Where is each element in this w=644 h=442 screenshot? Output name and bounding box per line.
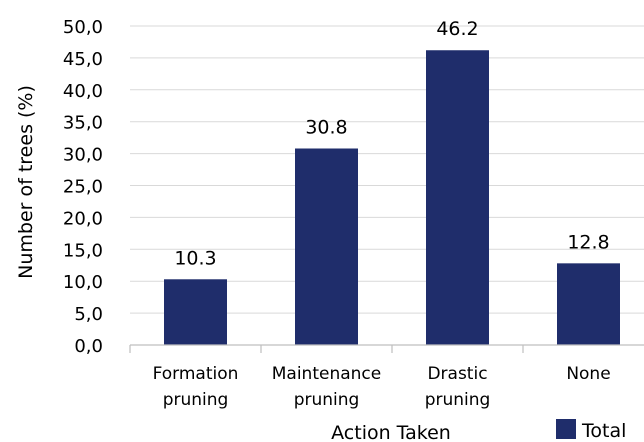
y-tick-label: 40,0 bbox=[63, 81, 103, 102]
x-category-label: Maintenance pruning bbox=[272, 364, 381, 410]
x-category-label: Formation pruning bbox=[153, 364, 239, 410]
y-tick-label: 25,0 bbox=[63, 177, 103, 198]
x-category-label: None bbox=[566, 364, 610, 384]
bar bbox=[426, 50, 489, 346]
y-tick-label: 50,0 bbox=[63, 17, 103, 38]
bar-value-label: 10.3 bbox=[174, 247, 216, 269]
y-axis-ticks: 0,0 5,0 10,0 15,0 20,0 25,0 30,0 35,0 40,0 45,0 50… bbox=[63, 17, 103, 357]
y-tick-label: 20,0 bbox=[63, 208, 103, 229]
y-tick-label: 0,0 bbox=[74, 336, 103, 357]
bar-value-label: 12.8 bbox=[567, 231, 609, 253]
x-axis-title: Action Taken bbox=[331, 422, 451, 442]
y-tick-label: 10,0 bbox=[63, 272, 103, 293]
bars bbox=[164, 50, 620, 346]
bar bbox=[557, 263, 620, 345]
bar bbox=[164, 279, 227, 345]
legend-swatch bbox=[556, 419, 576, 439]
y-tick-label: 5,0 bbox=[74, 304, 103, 325]
x-axis bbox=[129, 344, 644, 353]
y-tick-label: 35,0 bbox=[63, 113, 103, 134]
x-category-label: Drastic pruning bbox=[425, 364, 491, 410]
legend: Total bbox=[556, 419, 626, 442]
bar-value-label: 46.2 bbox=[436, 18, 478, 40]
bar bbox=[295, 148, 358, 345]
y-axis-title: Number of trees (%) bbox=[15, 85, 37, 279]
legend-label: Total bbox=[581, 420, 626, 442]
bar-value-label: 30.8 bbox=[305, 116, 347, 138]
y-tick-label: 45,0 bbox=[63, 49, 103, 70]
y-tick-label: 15,0 bbox=[63, 240, 103, 261]
data-labels: 10.3 30.8 46.2 12.8 bbox=[174, 18, 609, 269]
x-axis-categories: Formation pruning Maintenance pruning Drasti… bbox=[153, 364, 611, 410]
y-tick-label: 30,0 bbox=[63, 145, 103, 166]
